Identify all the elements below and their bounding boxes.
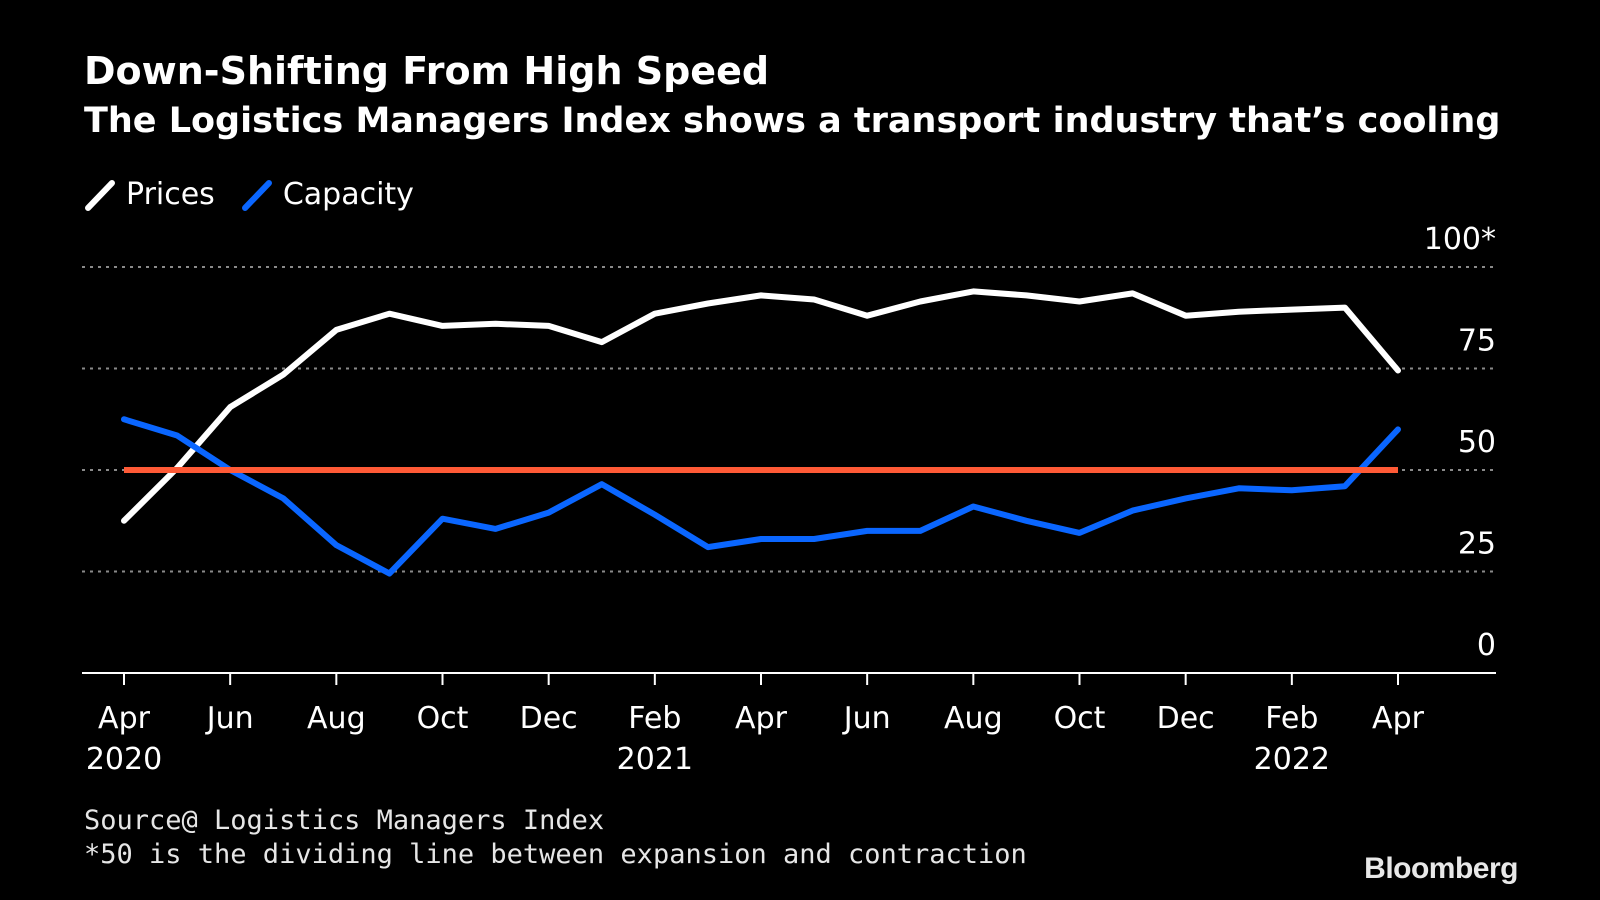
x-tick-year-label: 2021 [617,742,693,777]
source-note: Source@ Logistics Managers Index [84,805,605,836]
tick-label-layer: 100* 75 50 25 0 Apr 2020 Jun Aug Oct Dec Feb 2021 Apr… [86,222,1496,777]
x-tick-label: Apr [1372,701,1425,736]
y-tick-label: 100* [1424,222,1496,257]
prices-swatch-stroke [85,180,115,211]
capacity-swatch-stroke [241,180,272,211]
x-tick-year-label: 2022 [1254,742,1330,777]
y-tick-label: 0 [1477,628,1496,663]
x-tick-label: Jun [205,701,254,736]
x-tick-label: Dec [520,701,578,736]
y-tick-label: 25 [1458,527,1496,562]
x-tick-label: Oct [1054,701,1106,736]
prices-swatch-icon [85,180,115,211]
x-tick-year-label: 2020 [86,742,162,777]
x-tick-label: Apr [98,701,151,736]
threshold-note: *50 is the dividing line between expansi… [84,839,1027,870]
x-tick-label: Jun [842,701,891,736]
x-tick-label: Aug [307,701,366,736]
legend-item-prices: Prices [84,173,215,217]
legend: Prices Capacity [84,173,440,217]
y-tick-label: 50 [1458,425,1496,460]
x-tick-label: Feb [1265,701,1318,736]
x-tick-label: Oct [417,701,469,736]
series-line-capacity [121,416,1401,577]
line-chart: 100* 75 50 25 0 Apr 2020 Jun Aug Oct Dec Feb 2021 Apr… [82,222,1496,777]
y-tick-label: 75 [1458,324,1496,359]
footnotes: Source@ Logistics Managers Index *50 is … [84,804,1027,872]
x-tick-label: Apr [735,701,788,736]
legend-label-capacity: Capacity [282,177,414,212]
legend-label-prices: Prices [126,177,215,212]
bloomberg-logo: Bloomberg [1364,852,1518,885]
series-line-prices [121,288,1401,524]
x-tick-label: Feb [628,701,681,736]
chart-title: Down-Shifting From High Speed [84,49,770,93]
legend-item-capacity: Capacity [241,173,414,217]
series-layer [121,288,1401,577]
chart-subtitle: The Logistics Managers Index shows a tra… [84,101,1501,141]
x-tick-label: Dec [1157,701,1215,736]
x-tick-label: Aug [944,701,1003,736]
capacity-swatch-icon [241,180,272,211]
axis-layer [82,672,1496,685]
